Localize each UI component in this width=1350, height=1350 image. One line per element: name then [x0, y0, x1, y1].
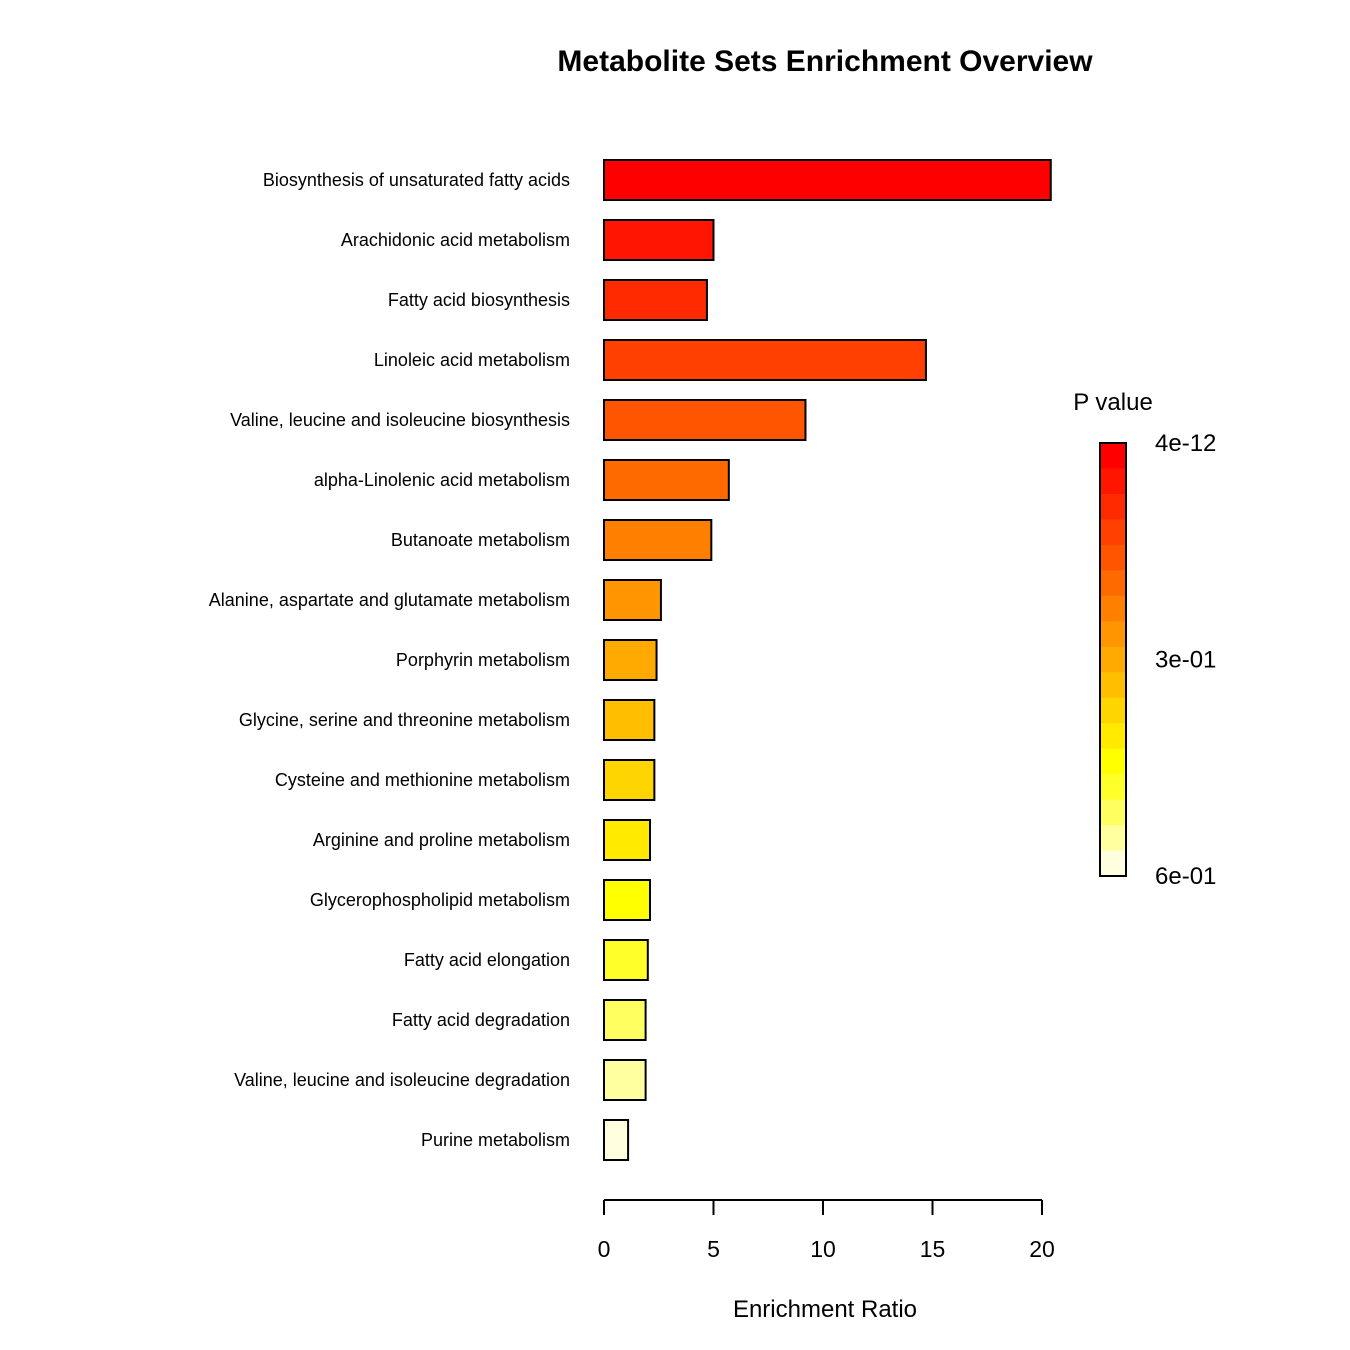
bar [603, 699, 656, 741]
legend-label: 3e-01 [1155, 647, 1216, 674]
legend-swatch [1100, 493, 1126, 521]
category-label: Arachidonic acid metabolism [341, 230, 570, 250]
bar [603, 519, 713, 561]
bar [603, 219, 715, 261]
legend-swatch [1100, 570, 1126, 597]
category-label: Glycine, serine and threonine metabolism [239, 710, 570, 730]
legend-swatch [1100, 850, 1126, 877]
category-label: Butanoate metabolism [391, 530, 570, 550]
category-label: Porphyrin metabolism [396, 650, 570, 670]
x-tick-label: 15 [920, 1236, 946, 1262]
category-labels: Biosynthesis of unsaturated fatty acids A… [209, 170, 570, 1150]
legend-swatch [1100, 468, 1126, 495]
bar [603, 459, 730, 501]
bar [603, 159, 1052, 201]
x-tick-label: 5 [707, 1236, 720, 1262]
legend-label: 6e-01 [1155, 863, 1216, 890]
category-label: Glycerophospholipid metabolism [310, 890, 570, 910]
bar [603, 399, 807, 441]
bar [603, 999, 647, 1041]
legend-swatch [1100, 723, 1126, 750]
category-label: Valine, leucine and isoleucine biosynthe… [230, 410, 570, 430]
legend-swatch [1100, 672, 1126, 699]
chart-title: Metabolite Sets Enrichment Overview [557, 45, 1093, 78]
bar [603, 819, 651, 861]
bar [603, 639, 658, 681]
legend-swatch [1100, 544, 1126, 571]
category-label: Cysteine and methionine metabolism [275, 770, 570, 790]
legend-border [1099, 442, 1127, 877]
bar [603, 279, 708, 321]
legend-color-scale [1099, 442, 1127, 877]
legend-label: 4e-12 [1155, 430, 1216, 457]
legend-swatch [1100, 646, 1126, 673]
legend-swatch [1100, 443, 1126, 470]
bar [603, 1119, 630, 1161]
legend-swatch [1100, 519, 1126, 546]
legend-title: P value [1073, 389, 1153, 416]
bar [603, 1059, 647, 1101]
bar [603, 759, 656, 801]
legend-labels: 4e-12 3e-01 6e-01 [1155, 430, 1216, 890]
bar [603, 579, 662, 621]
bar [603, 339, 927, 381]
legend-swatch [1100, 697, 1126, 724]
category-label: Valine, leucine and isoleucine degradati… [234, 1070, 570, 1090]
bar [603, 939, 649, 981]
legend-swatch [1100, 621, 1126, 648]
category-label: Fatty acid degradation [392, 1010, 570, 1030]
legend-swatch [1100, 825, 1126, 852]
x-axis-title: Enrichment Ratio [733, 1296, 917, 1323]
legend-swatch [1100, 774, 1126, 801]
x-axis: 0 5 10 15 20 [598, 1199, 1055, 1262]
x-tick-label: 20 [1029, 1236, 1055, 1262]
pvalue-legend: P value 4e-12 3e-01 6e-01 [1073, 389, 1216, 890]
legend-swatch [1100, 799, 1126, 826]
category-label: Alanine, aspartate and glutamate metabol… [209, 590, 570, 610]
bar [603, 879, 651, 921]
bar-group [603, 159, 1052, 1161]
category-label: Fatty acid elongation [404, 950, 570, 970]
category-label: Fatty acid biosynthesis [388, 290, 570, 310]
category-label: Purine metabolism [421, 1130, 570, 1150]
category-label: Biosynthesis of unsaturated fatty acids [263, 170, 570, 190]
legend-swatch [1100, 748, 1126, 775]
category-label: Linoleic acid metabolism [374, 350, 570, 370]
x-tick-label: 0 [598, 1236, 611, 1262]
category-label: alpha-Linolenic acid metabolism [314, 470, 570, 490]
category-label: Arginine and proline metabolism [313, 830, 570, 850]
legend-swatch [1100, 595, 1126, 622]
x-tick-label: 10 [810, 1236, 836, 1262]
